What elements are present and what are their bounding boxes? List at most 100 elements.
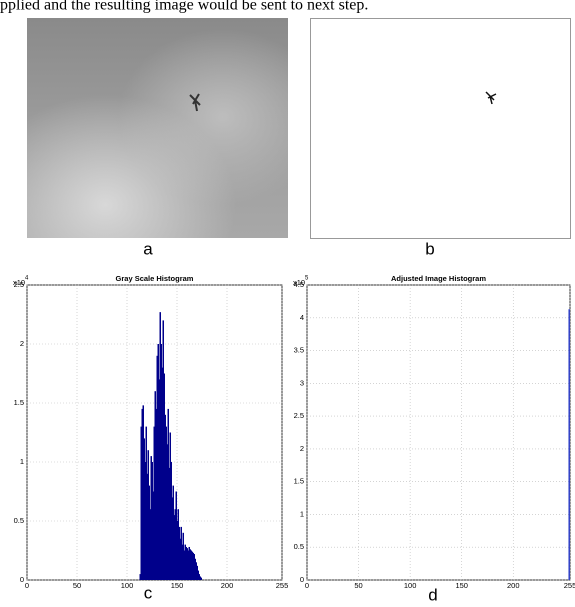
bar	[154, 391, 156, 580]
bar	[176, 521, 178, 580]
x-tick-label: 150	[455, 581, 468, 590]
bar	[161, 367, 163, 580]
bar	[163, 373, 165, 580]
y-multiplier: x10	[293, 278, 305, 287]
bar	[177, 509, 179, 580]
x-tick-label: 50	[354, 581, 362, 590]
y-tick-label: 1	[300, 509, 304, 518]
bar	[171, 497, 173, 580]
bar	[152, 491, 154, 580]
bar	[183, 550, 185, 580]
x-tick-label: 100	[404, 581, 417, 590]
x-tick-label: 50	[73, 581, 81, 590]
bar	[200, 577, 202, 580]
y-tick-label: 0	[20, 575, 24, 584]
bar	[174, 509, 176, 580]
bar	[186, 548, 188, 580]
image-a	[27, 18, 288, 238]
bar	[147, 450, 149, 580]
y-tick-label: 3.5	[294, 346, 304, 355]
y-tick-label: 4	[300, 313, 304, 322]
panel-label: b	[425, 239, 434, 258]
bar	[142, 405, 144, 580]
bar	[153, 426, 155, 580]
x-tick-label: 0	[25, 581, 29, 590]
bar	[182, 532, 184, 580]
bar	[188, 546, 190, 580]
bar	[180, 526, 182, 580]
bar	[141, 408, 143, 580]
bar	[194, 558, 196, 580]
bar	[157, 344, 159, 580]
bar	[148, 485, 150, 580]
bar	[196, 565, 198, 580]
bar	[193, 554, 195, 580]
bar	[162, 320, 164, 580]
y-tick-label: 2	[300, 444, 304, 453]
bar	[199, 576, 201, 580]
bar	[179, 538, 181, 580]
bar	[170, 462, 172, 580]
bar	[185, 546, 187, 580]
x-tick-label: 255	[564, 581, 575, 590]
bar	[149, 509, 151, 580]
bar	[139, 574, 141, 580]
bar	[568, 309, 570, 580]
bar	[166, 444, 168, 580]
y-tick-label: 1.5	[14, 398, 24, 407]
bar	[187, 550, 189, 580]
bar	[151, 462, 153, 580]
x-tick-label: 0	[305, 581, 309, 590]
bar	[164, 414, 166, 580]
bar	[150, 456, 152, 580]
chart-title: Adjusted Image Histogram	[391, 274, 486, 283]
y-exponent: 5	[305, 276, 309, 282]
caption: pplied and the resulting image would be …	[0, 0, 368, 14]
x-tick-label: 200	[221, 581, 234, 590]
y-tick-label: 4.5	[294, 280, 304, 289]
bar	[178, 526, 180, 580]
image-b	[310, 18, 571, 239]
panel-label: a	[143, 239, 153, 258]
y-tick-label: 2.5	[294, 411, 304, 420]
bar	[181, 544, 183, 580]
x-tick-label: 100	[121, 581, 134, 590]
y-tick-label: 0.5	[14, 516, 24, 525]
bar	[198, 574, 200, 580]
y-tick-label: 1	[20, 457, 24, 466]
x-tick-label: 255	[276, 581, 289, 590]
y-tick-label: 0.5	[294, 542, 304, 551]
y-tick-label: 0	[300, 575, 304, 584]
bar	[155, 408, 157, 580]
bar	[175, 491, 177, 580]
bar	[146, 473, 148, 580]
panel-label: d	[428, 585, 437, 602]
bar	[156, 355, 158, 580]
y-multiplier: x10	[13, 278, 25, 287]
y-tick-label: 2	[20, 339, 24, 348]
bar	[192, 552, 194, 580]
bar	[169, 432, 171, 580]
bar	[145, 426, 147, 580]
bar	[190, 550, 192, 580]
panel-label: c	[144, 583, 153, 602]
bar	[144, 462, 146, 580]
bar	[189, 549, 191, 580]
bar	[197, 570, 199, 580]
bar	[143, 438, 145, 580]
bar	[167, 408, 169, 580]
y-exponent: 4	[25, 276, 29, 282]
chart-title: Gray Scale Histogram	[116, 274, 194, 283]
bar	[172, 485, 174, 580]
bar	[159, 312, 161, 580]
x-tick-label: 200	[507, 581, 520, 590]
bar	[184, 544, 186, 580]
bar	[158, 379, 160, 580]
bar	[168, 467, 170, 580]
bar	[195, 562, 197, 580]
y-tick-label: 2.5	[14, 280, 24, 289]
bar	[140, 426, 142, 580]
bar	[191, 551, 193, 580]
